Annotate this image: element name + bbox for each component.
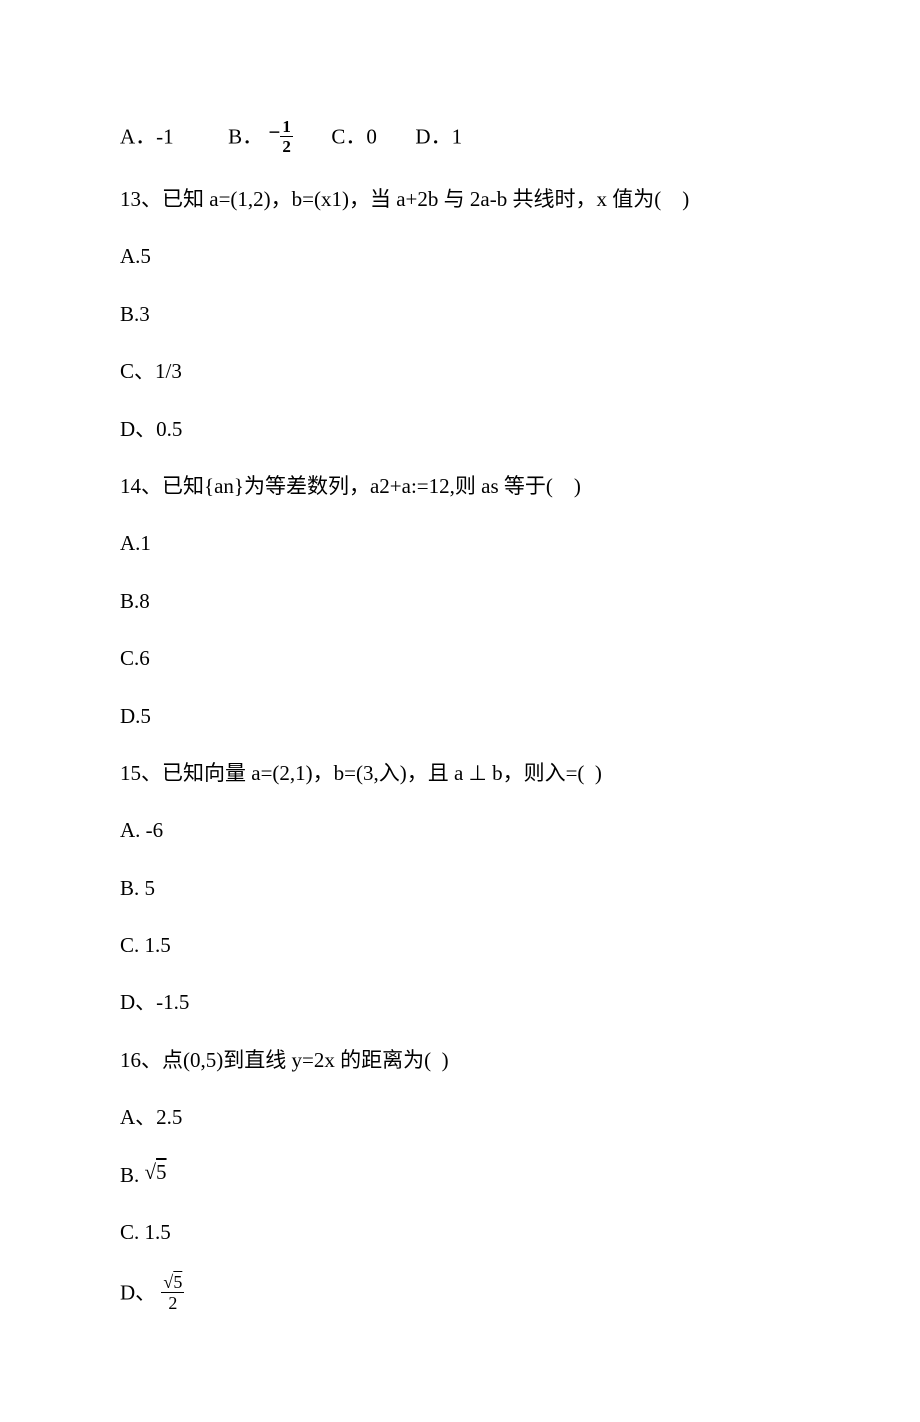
q15-option-d: D、-1.5 <box>120 988 800 1017</box>
q16-d-frac-num: √5 <box>161 1273 184 1293</box>
q12-option-b-label: B． <box>228 124 263 148</box>
q14-stem: 14、已知{an}为等差数列，a2+a:=12,则 as 等于( ) <box>120 472 800 501</box>
q16-b-sqrt: √5 <box>145 1160 167 1184</box>
q13-option-b: B.3 <box>120 300 800 329</box>
q16-b-sqrt-radicand: 5 <box>156 1160 167 1184</box>
q16-option-c: C. 1.5 <box>120 1218 800 1247</box>
q12-option-a-value: -1 <box>156 124 174 148</box>
q13-option-a: A.5 <box>120 242 800 271</box>
q16-option-a: A、2.5 <box>120 1103 800 1132</box>
q16-option-d-label: D、 <box>120 1281 156 1305</box>
q13-stem: 13、已知 a=(1,2)，b=(x1)，当 a+2b 与 2a-b 共线时，x… <box>120 185 800 214</box>
q12-options-line: A．-1 B． −12 C．0 D．1 <box>120 120 800 157</box>
q12-option-b-minus: − <box>268 120 280 144</box>
q14-option-a: A.1 <box>120 529 800 558</box>
q15-stem: 15、已知向量 a=(2,1)，b=(3,入)，且 a ⊥ b，则入=( ) <box>120 759 800 788</box>
q16-option-b-label: B. <box>120 1163 139 1187</box>
q13-option-d: D、0.5 <box>120 415 800 444</box>
q16-option-b: B. √5 <box>120 1161 800 1190</box>
q12-option-c-label: C． <box>331 124 366 148</box>
document-page: A．-1 B． −12 C．0 D．1 13、已知 a=(1,2)，b=(x1)… <box>0 0 920 1422</box>
q14-option-c: C.6 <box>120 644 800 673</box>
q12-option-d-label: D． <box>415 124 451 148</box>
q15-option-c: C. 1.5 <box>120 931 800 960</box>
q12-b-frac-num: 1 <box>280 118 293 137</box>
q12-option-b-fraction: 12 <box>280 118 293 155</box>
q16-d-fraction: √5 2 <box>161 1273 184 1312</box>
q15-option-b: B. 5 <box>120 874 800 903</box>
q14-option-b: B.8 <box>120 587 800 616</box>
q15-option-a: A. -6 <box>120 816 800 845</box>
q12-option-d-value: 1 <box>452 124 463 148</box>
q13-option-c: C、1/3 <box>120 357 800 386</box>
q16-option-d: D、 √5 2 <box>120 1275 800 1314</box>
q16-d-frac-den: 2 <box>161 1293 184 1312</box>
q12-option-a-label: A． <box>120 124 156 148</box>
q16-stem: 16、点(0,5)到直线 y=2x 的距离为( ) <box>120 1046 800 1075</box>
q12-option-c-value: 0 <box>366 124 377 148</box>
q12-b-frac-den: 2 <box>280 137 293 155</box>
q16-d-num-radicand: 5 <box>173 1272 182 1292</box>
q14-option-d: D.5 <box>120 702 800 731</box>
